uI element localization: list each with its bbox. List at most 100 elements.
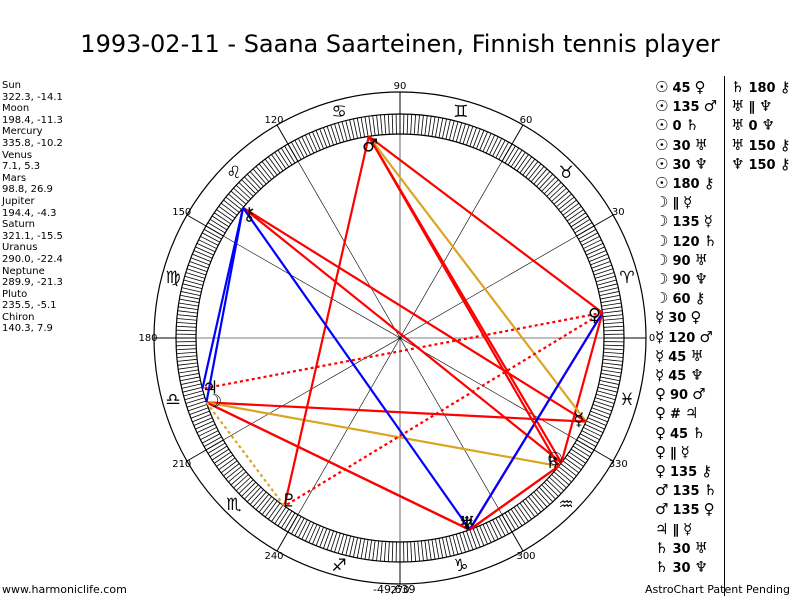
planet-glyph-pluto: ♇ <box>281 491 297 512</box>
degree-tick <box>178 365 199 370</box>
degree-tick <box>200 235 219 246</box>
aspect-line-venus-pluto <box>283 311 604 508</box>
degree-label: 240 <box>264 551 283 562</box>
degree-tick <box>406 114 409 135</box>
degree-tick <box>202 433 221 444</box>
chart-title: 1993-02-11 - Saana Saarteinen, Finnish t… <box>80 30 720 58</box>
degree-tick <box>564 206 582 219</box>
degree-tick <box>176 351 197 355</box>
degree-tick <box>176 321 197 325</box>
degree-tick <box>459 532 466 553</box>
degree-tick <box>597 386 618 393</box>
zodiac-sign-glyph: ♈ <box>619 268 634 288</box>
degree-tick <box>176 325 197 328</box>
degree-tick <box>297 138 308 157</box>
degree-tick <box>489 136 499 155</box>
degree-tick <box>438 118 444 138</box>
degree-tick <box>556 193 572 208</box>
degree-tick <box>568 451 586 464</box>
degree-tick <box>284 512 296 531</box>
sign-diameter <box>223 235 577 441</box>
website-footer: www.harmoniclife.com <box>2 583 127 596</box>
degree-tick <box>334 123 341 144</box>
degree-tick <box>258 496 272 513</box>
planet-glyph-mars: ♂ <box>362 135 378 156</box>
degree-tick <box>184 275 205 283</box>
degree-tick <box>177 358 198 362</box>
degree-tick <box>294 517 305 536</box>
degree-label: 180 <box>138 333 157 344</box>
degree-tick <box>579 232 598 243</box>
planet-name-moon: Moon <box>2 103 30 115</box>
degree-tick <box>185 397 206 404</box>
planet-glyph-venus: ♀ <box>588 305 601 326</box>
aspect-line-sun-chiron <box>242 206 563 464</box>
degree-tick <box>209 445 228 458</box>
degree-tick <box>476 526 485 546</box>
degree-tick <box>588 253 608 262</box>
degree-tick <box>195 420 214 430</box>
degree-label: 150 <box>172 207 191 218</box>
planet-values-pluto: 235.5, -5.1 <box>2 300 57 312</box>
degree-tick <box>442 118 447 139</box>
degree-tick <box>341 121 348 142</box>
degree-tick <box>207 222 226 234</box>
degree-tick <box>196 242 216 253</box>
degree-tick <box>601 306 622 311</box>
degree-tick <box>462 531 470 552</box>
degree-tick <box>274 152 287 170</box>
degree-tick <box>595 393 616 401</box>
degree-tick <box>383 541 387 562</box>
degree-tick <box>184 393 205 401</box>
degree-tick <box>525 498 539 515</box>
degree-tick <box>301 136 311 155</box>
degree-tick <box>249 171 264 187</box>
degree-tick <box>519 156 532 174</box>
degree-tick <box>578 229 597 240</box>
degree-tick <box>193 250 213 259</box>
degree-tick <box>211 448 230 461</box>
degree-tick <box>536 489 551 505</box>
degree-tick <box>202 232 221 243</box>
degree-tick <box>438 538 444 558</box>
degree-tick <box>218 457 236 470</box>
degree-tick <box>528 163 542 180</box>
planet-values-mars: 98.8, 26.9 <box>2 184 53 196</box>
degree-tick <box>492 519 503 538</box>
degree-label: 210 <box>172 459 191 470</box>
planet-values-chiron: 140.3, 7.9 <box>2 323 53 335</box>
degree-tick <box>601 369 622 374</box>
degree-tick <box>372 540 376 561</box>
degree-tick <box>176 329 197 332</box>
degree-tick <box>586 246 605 256</box>
degree-tick <box>546 479 562 494</box>
degree-tick <box>294 140 305 159</box>
degree-tick <box>178 302 199 307</box>
degree-tick <box>180 294 200 300</box>
degree-tick <box>246 486 262 503</box>
degree-tick <box>541 176 556 192</box>
degree-tick <box>297 519 308 538</box>
degree-tick <box>548 184 565 200</box>
planet-name-uranus: Uranus <box>2 242 38 254</box>
degree-tick <box>268 502 281 520</box>
degree-tick <box>455 122 463 143</box>
aspect-line-mars-saturn <box>367 135 560 467</box>
degree-tick <box>485 134 496 154</box>
degree-tick <box>538 173 554 190</box>
degree-tick <box>233 474 249 489</box>
degree-tick <box>522 158 536 176</box>
planet-values-mercury: 335.8, -10.2 <box>2 137 63 149</box>
degree-tick <box>261 498 275 515</box>
degree-tick <box>225 466 242 480</box>
degree-tick <box>485 522 496 542</box>
degree-tick <box>177 310 198 314</box>
degree-tick <box>308 133 318 152</box>
degree-tick <box>427 539 432 560</box>
zodiac-signs: ♈ ♉ ♊ ♋ ♌ ♍ ♎ ♏ ♐ ♑ ♒ ♓ <box>165 102 634 576</box>
degree-tick <box>427 116 432 137</box>
degree-tick <box>522 500 536 518</box>
zodiac-sign-glyph: ♋ <box>332 102 347 122</box>
degree-tick <box>466 126 474 146</box>
degree-label: 90 <box>394 81 407 92</box>
